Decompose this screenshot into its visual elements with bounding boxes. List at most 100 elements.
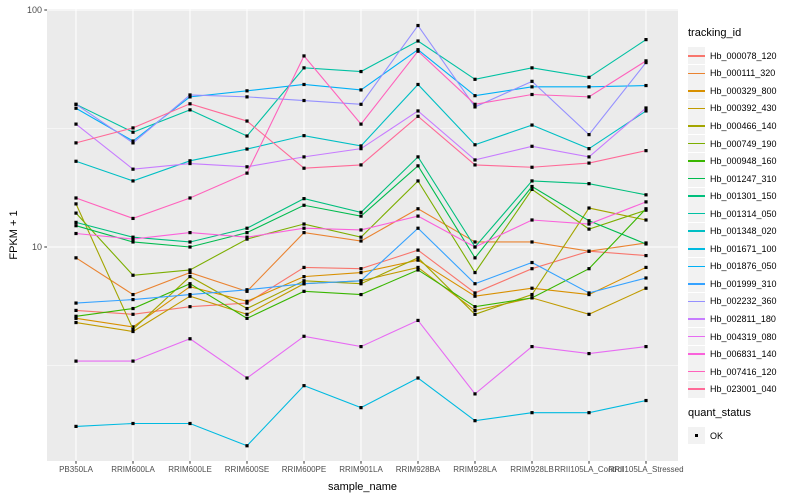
- data-point-marker: [530, 218, 534, 222]
- data-point-marker: [416, 23, 420, 28]
- data-point-marker: [416, 226, 420, 230]
- data-point-marker: [188, 275, 192, 279]
- legend-item: Hb_001671_100: [688, 240, 798, 258]
- data-point-marker: [359, 406, 363, 410]
- data-point-marker: [245, 306, 249, 311]
- data-point-marker: [302, 279, 306, 283]
- data-point-marker: [530, 123, 534, 127]
- legend-item: Hb_000329_800: [688, 82, 798, 100]
- data-point-marker: [245, 95, 249, 99]
- x-tick-label: RRIM901LA: [339, 465, 383, 474]
- data-point-marker: [530, 187, 534, 191]
- legend-key-icon: [688, 257, 705, 275]
- legend-line-swatch: [688, 265, 705, 268]
- legend-item-label: Hb_006831_140: [710, 349, 777, 360]
- data-point-marker: [416, 164, 420, 168]
- data-point-marker: [74, 141, 78, 145]
- legend-key-icon: [688, 310, 705, 328]
- data-point-marker: [245, 231, 249, 235]
- data-point-marker: [416, 214, 420, 218]
- data-point-marker: [587, 182, 591, 186]
- legend-key-icon: [688, 152, 705, 170]
- data-point-marker: [359, 292, 363, 297]
- legend-line-swatch: [688, 230, 705, 232]
- black-square-marker-icon: [694, 433, 699, 438]
- data-point-marker: [473, 105, 477, 109]
- data-point-marker: [74, 102, 78, 106]
- data-point-marker: [188, 270, 192, 275]
- quant-status-key-icon: [688, 427, 705, 445]
- data-point-marker: [359, 344, 363, 349]
- data-point-marker: [587, 95, 591, 99]
- data-point-marker: [644, 60, 648, 65]
- data-point-marker: [530, 179, 534, 183]
- data-point-marker: [530, 92, 534, 97]
- data-point-marker: [188, 161, 192, 166]
- data-point-marker: [131, 359, 135, 363]
- legend: tracking_id Hb_000078_120 Hb_000111_320 Hb…: [688, 27, 798, 445]
- legend-item: Hb_000948_160: [688, 152, 798, 170]
- data-point-marker: [359, 267, 363, 271]
- data-point-marker: [644, 344, 648, 349]
- data-point-marker: [587, 227, 591, 231]
- data-point-marker: [245, 235, 249, 239]
- data-point-marker: [359, 282, 363, 286]
- data-point-marker: [416, 114, 420, 118]
- legend-item-label: Hb_023001_040: [710, 384, 777, 395]
- data-point-marker: [359, 270, 363, 275]
- data-point-marker: [302, 222, 306, 226]
- data-point-marker: [74, 256, 78, 260]
- data-point-marker: [302, 231, 306, 235]
- data-point-marker: [473, 282, 477, 286]
- data-point-marker: [473, 291, 477, 295]
- x-tick-label: RRIM928LB: [510, 465, 554, 474]
- data-point-marker: [530, 184, 534, 189]
- data-point-marker: [473, 102, 477, 106]
- legend-item-label: Hb_001671_100: [710, 243, 777, 254]
- data-point-marker: [416, 82, 420, 87]
- data-point-marker: [587, 133, 591, 137]
- data-point-marker: [245, 376, 249, 380]
- data-point-marker: [416, 155, 420, 159]
- legend-item: Hb_001348_020: [688, 222, 798, 240]
- data-point-marker: [587, 155, 591, 159]
- y-tick-label: 10: [32, 242, 42, 252]
- legend-line-swatch: [688, 55, 705, 57]
- data-point-marker: [131, 139, 135, 143]
- y-axis-title: FPKM + 1: [8, 210, 20, 260]
- legend-item: Hb_001999_310: [688, 275, 798, 293]
- data-point-marker: [530, 411, 534, 415]
- data-point-marker: [416, 258, 420, 262]
- data-point-marker: [131, 329, 135, 334]
- legend-key-icon: [688, 99, 705, 117]
- data-point-marker: [245, 444, 249, 448]
- data-point-marker: [587, 292, 591, 297]
- quant-status-label: OK: [710, 430, 724, 441]
- data-point-marker: [473, 240, 477, 244]
- data-point-marker: [416, 256, 420, 260]
- x-tick-label: RRIM600PE: [282, 465, 326, 474]
- data-point-marker: [131, 179, 135, 183]
- legend-item: Hb_007416_120: [688, 363, 798, 381]
- x-axis-title: sample_name: [327, 481, 398, 493]
- data-point-marker: [644, 193, 648, 197]
- legend-line-swatch: [688, 160, 705, 162]
- data-point-marker: [587, 75, 591, 79]
- legend-item-label: Hb_001314_050: [710, 208, 777, 219]
- data-point-marker: [188, 268, 192, 272]
- data-point-marker: [302, 197, 306, 201]
- data-point-marker: [644, 286, 648, 290]
- data-point-marker: [131, 327, 135, 331]
- legend-line-swatch: [688, 125, 705, 127]
- data-point-marker: [644, 59, 648, 63]
- data-point-marker: [587, 161, 591, 165]
- data-point-marker: [359, 235, 363, 239]
- data-point-marker: [359, 147, 363, 151]
- data-point-marker: [644, 207, 648, 211]
- data-point-marker: [644, 253, 648, 258]
- legend-item: Hb_000078_120: [688, 47, 798, 65]
- data-point-marker: [644, 242, 648, 246]
- data-point-marker: [131, 421, 135, 426]
- data-point-marker: [359, 163, 363, 167]
